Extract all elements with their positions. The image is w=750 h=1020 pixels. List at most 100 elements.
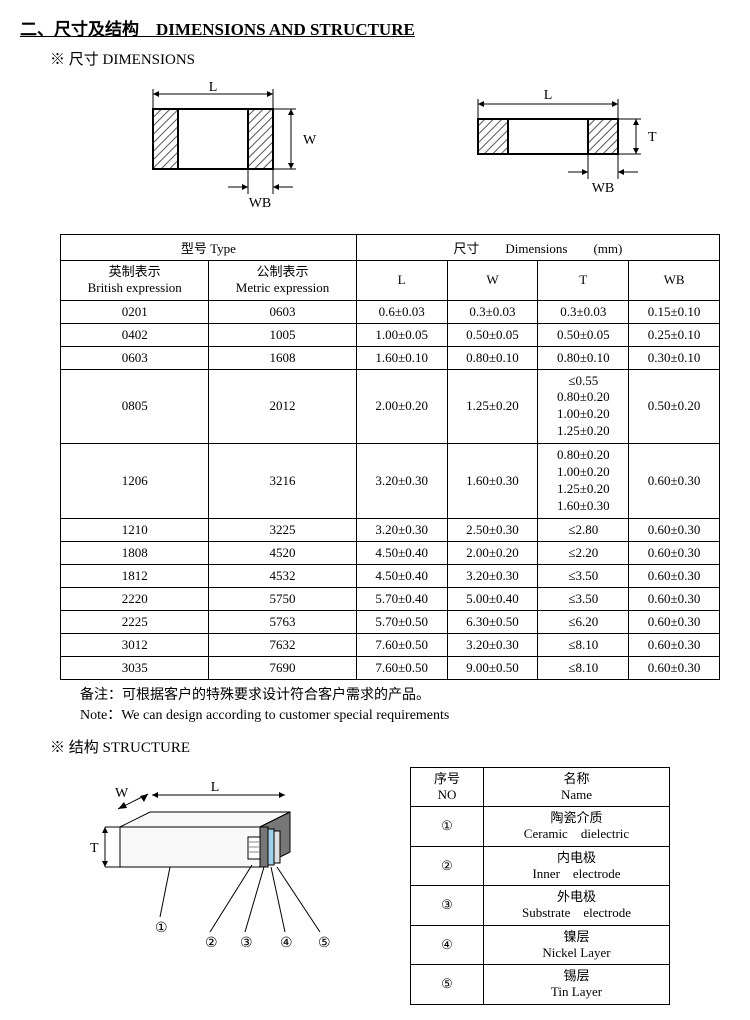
diagram-top-view: L W WB — [123, 79, 323, 219]
table-cell: 1.00±0.05 — [356, 323, 447, 346]
svg-text:⑤: ⑤ — [318, 936, 331, 951]
table-cell: 1.60±0.30 — [447, 444, 538, 519]
table-row: 020106030.6±0.030.3±0.030.3±0.030.15±0.1… — [61, 300, 720, 323]
struct-head-no: 序号NO — [411, 767, 484, 807]
table-cell: ≤3.50 — [538, 564, 629, 587]
table-cell: 1005 — [209, 323, 356, 346]
table-cell: 0.6±0.03 — [356, 300, 447, 323]
dims-subtitle: ※ 尺寸 DIMENSIONS — [50, 48, 730, 69]
svg-text:②: ② — [205, 936, 218, 951]
table-cell: 1812 — [61, 564, 209, 587]
table-cell: 0.30±0.10 — [629, 346, 720, 369]
table-cell: 0.60±0.30 — [629, 444, 720, 519]
table-cell: 2220 — [61, 587, 209, 610]
table-cell: 3.20±0.30 — [447, 564, 538, 587]
svg-text:④: ④ — [280, 936, 293, 951]
col-british: 英制表示British expression — [61, 261, 209, 301]
struct-name: 镍层Nickel Layer — [484, 925, 670, 965]
table-cell: ≤6.20 — [538, 610, 629, 633]
note-cn: 备注：可根据客户的特殊要求设计符合客户需求的产品。 — [80, 684, 730, 704]
table-cell: 0.50±0.05 — [538, 323, 629, 346]
table-cell: 0.50±0.20 — [629, 369, 720, 444]
table-cell: 1.25±0.20 — [447, 369, 538, 444]
struct-no: ⑤ — [411, 965, 484, 1005]
table-cell: 0201 — [61, 300, 209, 323]
table-cell: ≤3.50 — [538, 587, 629, 610]
struct-name: 陶瓷介质Ceramic dielectric — [484, 807, 670, 847]
table-row: ③外电极Substrate electrode — [411, 886, 670, 926]
table-cell: 7.60±0.50 — [356, 633, 447, 656]
table-cell: 1206 — [61, 444, 209, 519]
table-cell: 3225 — [209, 518, 356, 541]
diagram-side-view: L T WB — [448, 79, 668, 209]
table-cell: 5750 — [209, 587, 356, 610]
svg-text:①: ① — [155, 921, 168, 936]
struct-no: ② — [411, 846, 484, 886]
table-cell: 0805 — [61, 369, 209, 444]
table-cell: 5763 — [209, 610, 356, 633]
table-cell: 5.70±0.50 — [356, 610, 447, 633]
table-cell: 0.60±0.30 — [629, 541, 720, 564]
table-cell: 0603 — [209, 300, 356, 323]
dimension-diagrams: L W WB L T WB — [60, 79, 730, 219]
svg-text:WB: WB — [248, 196, 271, 211]
header-dims: 尺寸 Dimensions (mm) — [356, 235, 719, 261]
table-row: 040210051.00±0.050.50±0.050.50±0.050.25±… — [61, 323, 720, 346]
svg-text:WB: WB — [591, 181, 614, 196]
col-wb: WB — [629, 261, 720, 301]
table-cell: 5.70±0.40 — [356, 587, 447, 610]
table-cell: 0603 — [61, 346, 209, 369]
table-cell: 2.00±0.20 — [356, 369, 447, 444]
table-row: 080520122.00±0.201.25±0.20≤0.550.80±0.20… — [61, 369, 720, 444]
table-row: 181245324.50±0.403.20±0.30≤3.500.60±0.30 — [61, 564, 720, 587]
table-cell: 7690 — [209, 656, 356, 679]
struct-name: 外电极Substrate electrode — [484, 886, 670, 926]
table-row: 303576907.60±0.509.00±0.50≤8.100.60±0.30 — [61, 656, 720, 679]
struct-name: 锡层Tin Layer — [484, 965, 670, 1005]
table-cell: 0.60±0.30 — [629, 587, 720, 610]
struct-no: ③ — [411, 886, 484, 926]
table-cell: 0.80±0.10 — [538, 346, 629, 369]
table-row: ②内电极Inner electrode — [411, 846, 670, 886]
table-row: 222057505.70±0.405.00±0.40≤3.500.60±0.30 — [61, 587, 720, 610]
table-row: ①陶瓷介质Ceramic dielectric — [411, 807, 670, 847]
table-cell: 1.60±0.10 — [356, 346, 447, 369]
table-row: 060316081.60±0.100.80±0.100.80±0.100.30±… — [61, 346, 720, 369]
table-cell: 0.60±0.30 — [629, 610, 720, 633]
table-cell: 0.80±0.201.00±0.201.25±0.201.60±0.30 — [538, 444, 629, 519]
struct-no: ④ — [411, 925, 484, 965]
table-cell: ≤0.550.80±0.201.00±0.201.25±0.20 — [538, 369, 629, 444]
table-cell: 4520 — [209, 541, 356, 564]
table-row: 121032253.20±0.302.50±0.30≤2.800.60±0.30 — [61, 518, 720, 541]
table-cell: 1210 — [61, 518, 209, 541]
table-cell: 2.00±0.20 — [447, 541, 538, 564]
table-cell: 0.50±0.05 — [447, 323, 538, 346]
table-cell: 3035 — [61, 656, 209, 679]
table-cell: 0.60±0.30 — [629, 518, 720, 541]
svg-text:W: W — [303, 133, 317, 148]
svg-text:T: T — [648, 130, 657, 145]
table-row: 180845204.50±0.402.00±0.20≤2.200.60±0.30 — [61, 541, 720, 564]
svg-text:T: T — [90, 841, 99, 856]
table-cell: 5.00±0.40 — [447, 587, 538, 610]
struct-subtitle: ※ 结构 STRUCTURE — [50, 736, 730, 757]
table-row: 222557635.70±0.506.30±0.50≤6.200.60±0.30 — [61, 610, 720, 633]
table-cell: 0.25±0.10 — [629, 323, 720, 346]
table-cell: 0.60±0.30 — [629, 656, 720, 679]
table-cell: 0402 — [61, 323, 209, 346]
table-cell: 3012 — [61, 633, 209, 656]
table-cell: 4.50±0.40 — [356, 564, 447, 587]
table-cell: 4532 — [209, 564, 356, 587]
svg-text:W: W — [115, 786, 129, 801]
table-cell: 6.30±0.50 — [447, 610, 538, 633]
table-cell: 3.20±0.30 — [447, 633, 538, 656]
col-t: T — [538, 261, 629, 301]
table-cell: ≤8.10 — [538, 633, 629, 656]
struct-no: ① — [411, 807, 484, 847]
table-cell: 4.50±0.40 — [356, 541, 447, 564]
table-cell: 1608 — [209, 346, 356, 369]
table-cell: 2.50±0.30 — [447, 518, 538, 541]
structure-diagram: W L T ① ② ③ ④ ⑤ — [60, 767, 390, 1005]
table-cell: 0.15±0.10 — [629, 300, 720, 323]
table-row: ④镍层Nickel Layer — [411, 925, 670, 965]
